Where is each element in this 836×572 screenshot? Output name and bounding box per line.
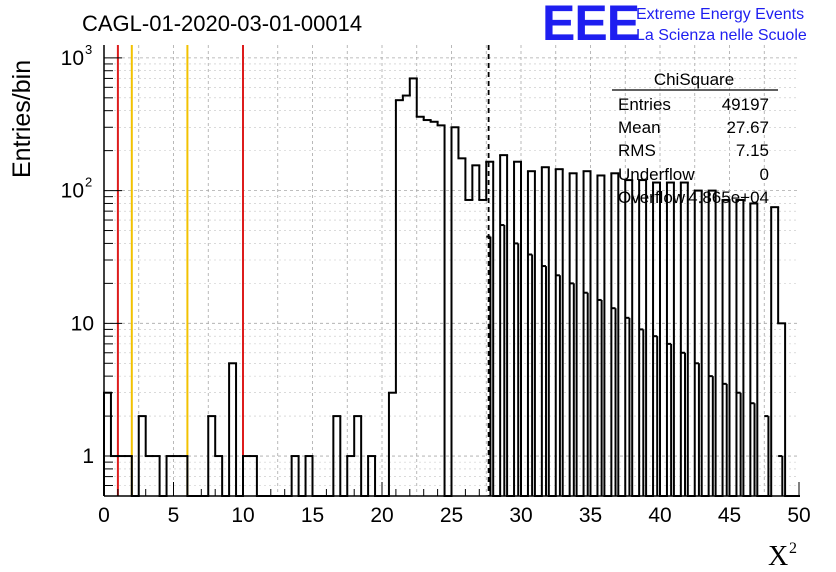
logo-line-1: Extreme Energy Events xyxy=(636,6,804,23)
y-axis-label: Entries/bin xyxy=(8,60,36,178)
stats-value-underflow: 0 xyxy=(760,165,769,184)
y-tick-label-exponent: 2 xyxy=(85,175,92,190)
y-tick-label: 10 xyxy=(71,312,94,335)
stats-label-mean: Mean xyxy=(618,118,661,137)
stats-label-underflow: Underflow xyxy=(618,165,695,184)
y-tick-label-exponent: 3 xyxy=(85,42,92,57)
logo-line-2: La Scienza nelle Scuole xyxy=(636,27,807,44)
stats-label-overflow: Overflow xyxy=(618,188,686,207)
x-tick-label: 45 xyxy=(718,504,741,527)
stats-label-rms: RMS xyxy=(618,141,656,160)
x-tick-label: 40 xyxy=(648,504,671,527)
stats-value-rms: 7.15 xyxy=(736,141,769,160)
stats-box: ChiSquare Entries 49197 Mean 27.67 RMS 7… xyxy=(612,70,778,207)
overlay-series xyxy=(486,224,784,496)
stats-label-entries: Entries xyxy=(618,95,671,114)
x-tick-label: 25 xyxy=(440,504,463,527)
x-tick-label: 20 xyxy=(370,504,393,527)
x-tick-label: 35 xyxy=(579,504,602,527)
stats-value-entries: 49197 xyxy=(722,95,769,114)
logo-mark: EEE xyxy=(542,0,639,51)
x-axis-label: X 2 xyxy=(768,540,797,572)
x-tick-label: 50 xyxy=(787,504,810,527)
x-tick-label: 10 xyxy=(231,504,254,527)
histogram-series xyxy=(103,77,800,497)
reference-lines xyxy=(116,45,490,496)
x-tick-label: 15 xyxy=(301,504,324,527)
x-axis-label-base: X xyxy=(768,541,788,572)
axes xyxy=(103,45,800,497)
stats-value-overflow: 4.865e+04 xyxy=(688,188,769,207)
stats-value-mean: 27.67 xyxy=(726,118,769,137)
eee-logo: EEE Extreme Energy Events La Scienza nel… xyxy=(542,0,807,51)
x-tick-label: 0 xyxy=(98,504,110,527)
x-tick-labels: 0 5 10 15 20 25 30 35 40 45 50 xyxy=(98,504,811,527)
chart-title: CAGL-01-2020-03-01-00014 xyxy=(82,11,362,36)
y-tick-label: 10 xyxy=(61,180,84,203)
x-tick-label: 30 xyxy=(509,504,532,527)
stats-title: ChiSquare xyxy=(654,70,734,89)
y-tick-label: 10 xyxy=(61,47,84,70)
x-axis-label-superscript: 2 xyxy=(789,540,797,557)
grid-lines xyxy=(104,45,799,496)
x-tick-label: 5 xyxy=(168,504,180,527)
y-tick-label: 1 xyxy=(82,445,94,468)
